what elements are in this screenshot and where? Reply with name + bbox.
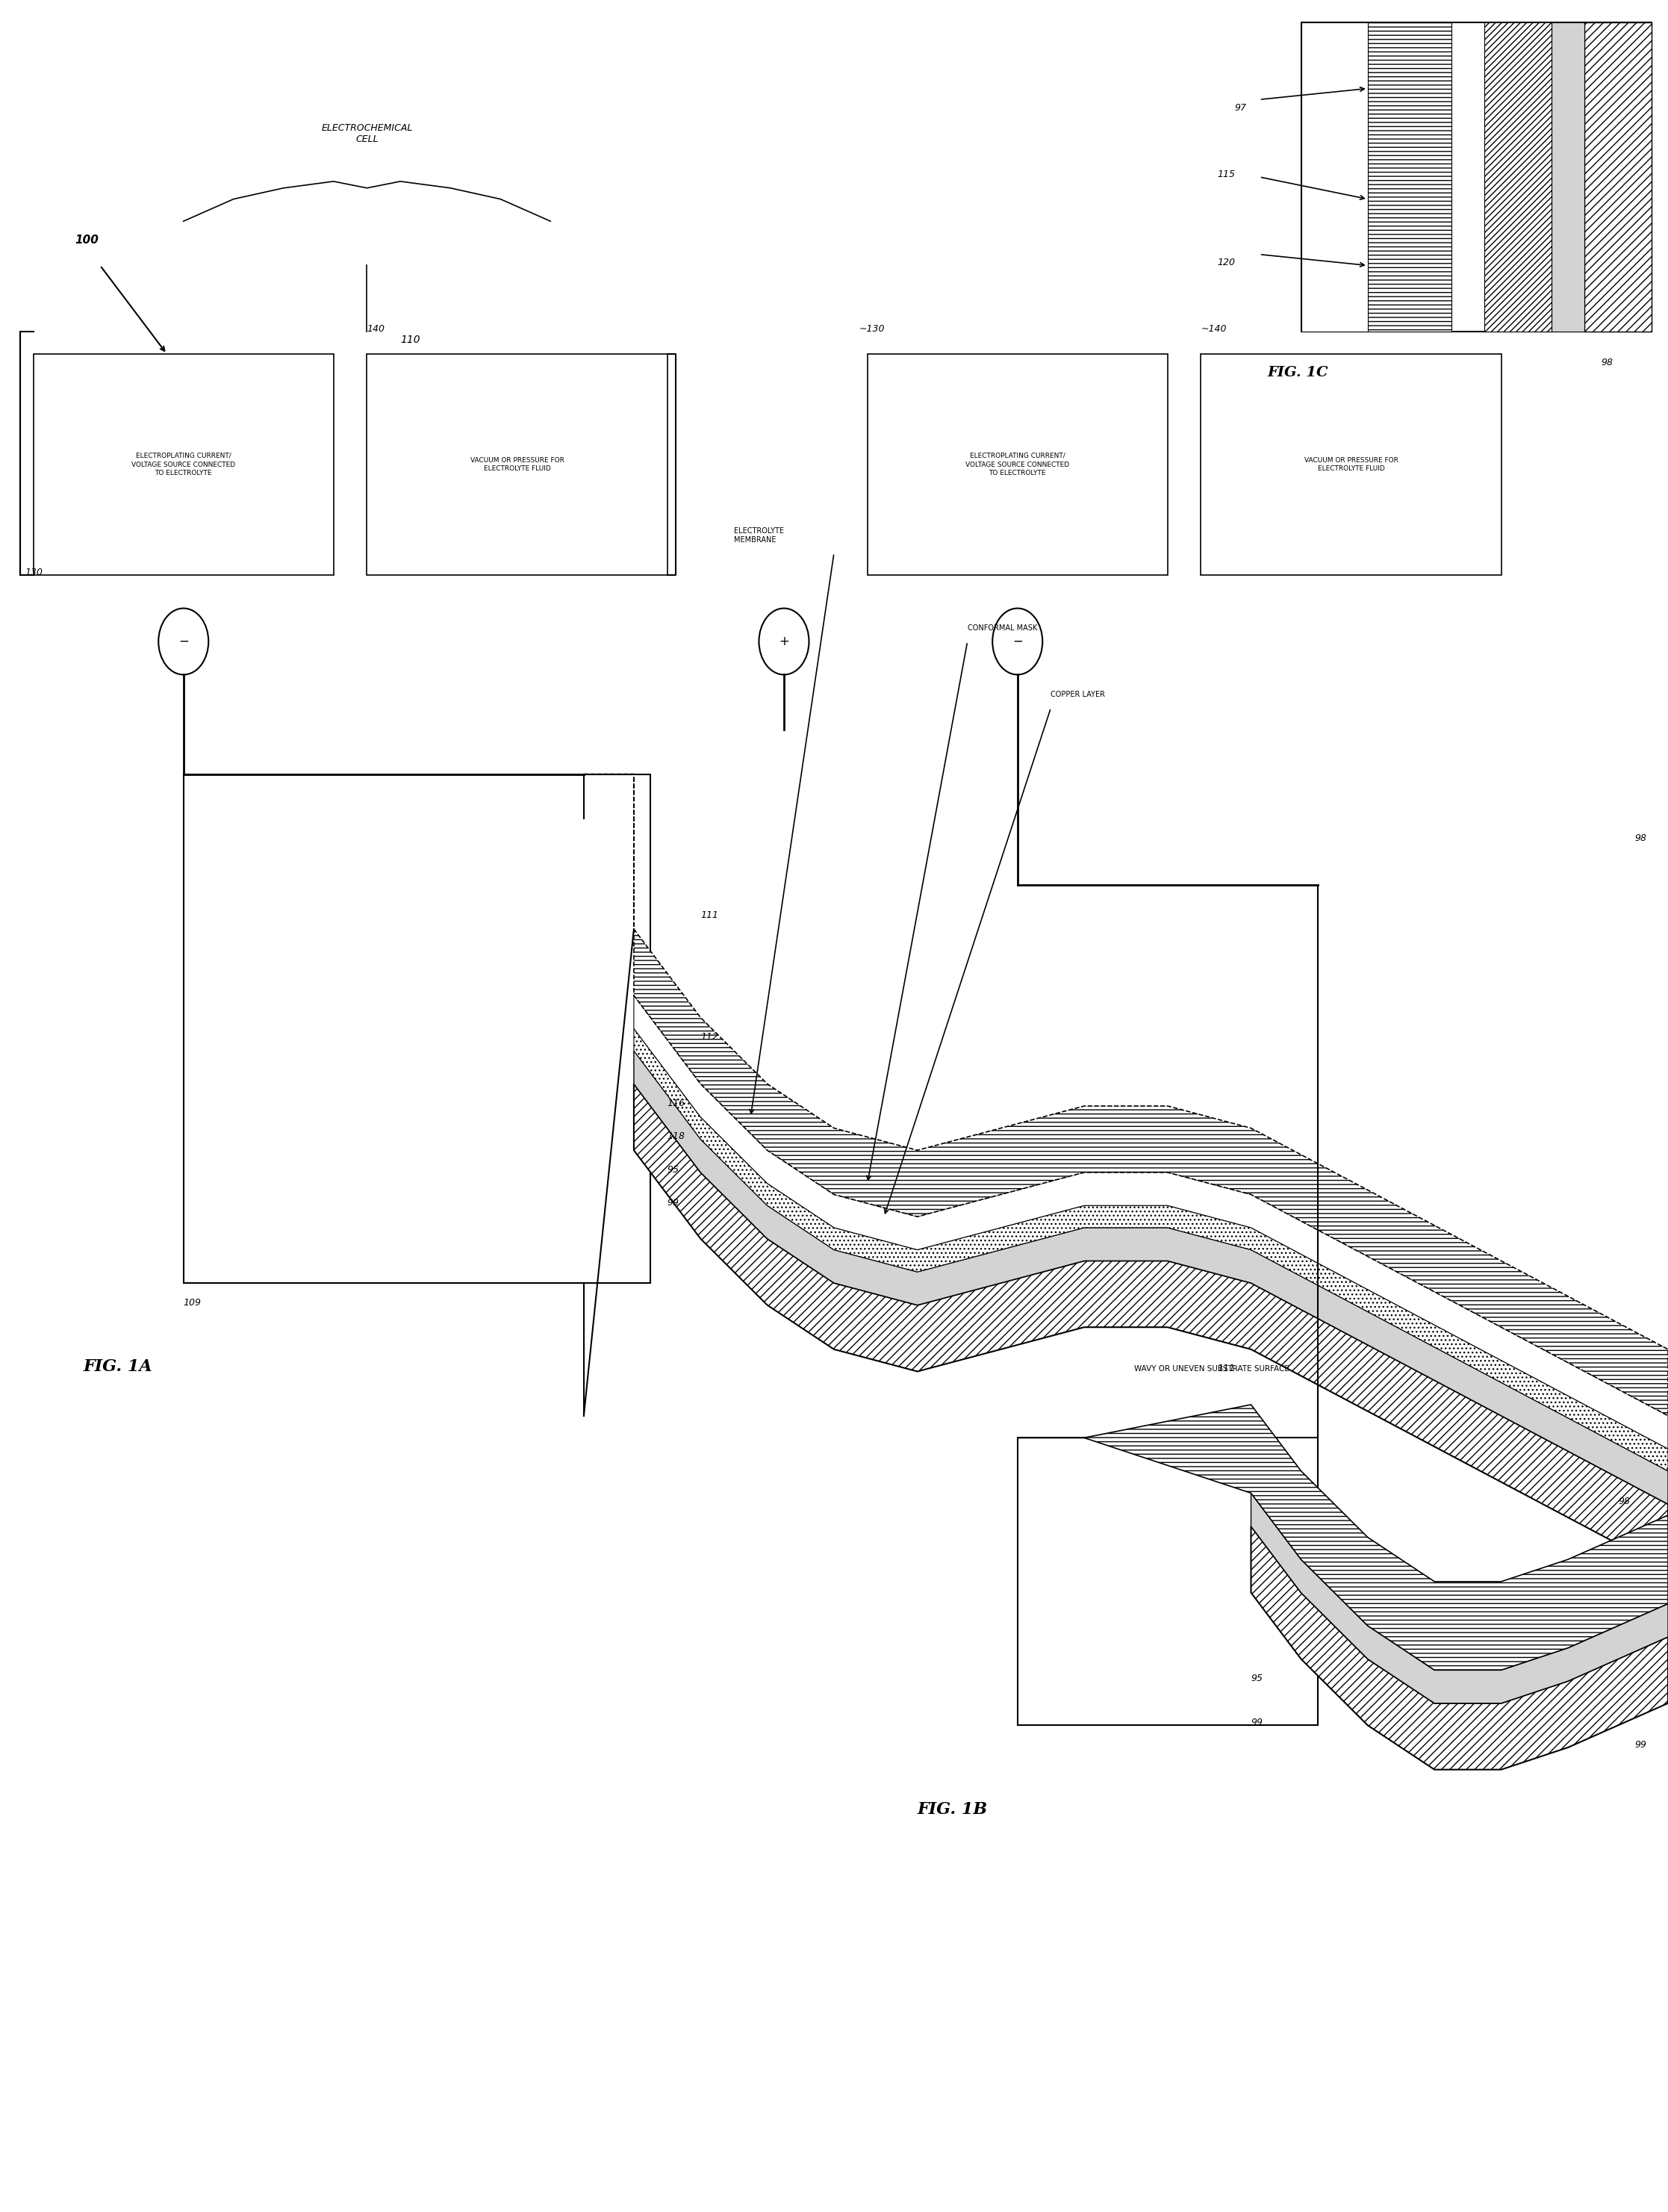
- Text: 140: 140: [367, 325, 385, 334]
- FancyBboxPatch shape: [867, 354, 1168, 575]
- FancyBboxPatch shape: [1551, 22, 1585, 332]
- Text: ELECTROPLATING CURRENT/
VOLTAGE SOURCE CONNECTED
TO ELECTROLYTE: ELECTROPLATING CURRENT/ VOLTAGE SOURCE C…: [132, 451, 235, 478]
- Text: 111: 111: [701, 911, 719, 920]
- Polygon shape: [634, 1051, 1668, 1504]
- Text: FIG. 1A: FIG. 1A: [83, 1358, 152, 1376]
- Text: 111: 111: [1218, 1365, 1236, 1374]
- Circle shape: [759, 608, 809, 675]
- Text: 112: 112: [701, 1033, 719, 1042]
- Polygon shape: [1251, 1526, 1668, 1770]
- Text: FIG. 1B: FIG. 1B: [917, 1801, 987, 1818]
- Circle shape: [992, 608, 1042, 675]
- FancyBboxPatch shape: [1301, 22, 1368, 332]
- FancyBboxPatch shape: [183, 774, 651, 1283]
- Text: 118: 118: [667, 1133, 686, 1141]
- Circle shape: [158, 608, 208, 675]
- Text: 130: 130: [25, 568, 43, 577]
- Polygon shape: [634, 995, 1668, 1449]
- Text: VACUUM OR PRESSURE FOR
ELECTROLYTE FLUID: VACUUM OR PRESSURE FOR ELECTROLYTE FLUID: [1304, 456, 1398, 473]
- Text: −: −: [178, 635, 188, 648]
- Text: 120: 120: [1218, 259, 1236, 268]
- Text: VACUUM OR PRESSURE FOR
ELECTROLYTE FLUID: VACUUM OR PRESSURE FOR ELECTROLYTE FLUID: [470, 456, 564, 473]
- Text: 100: 100: [75, 234, 98, 246]
- Polygon shape: [634, 1084, 1668, 1571]
- FancyBboxPatch shape: [1585, 22, 1651, 332]
- FancyBboxPatch shape: [1201, 354, 1501, 575]
- FancyBboxPatch shape: [1301, 22, 1651, 332]
- Text: −: −: [1012, 635, 1022, 648]
- Text: 99: 99: [1635, 1741, 1646, 1750]
- Text: 116: 116: [667, 1099, 686, 1108]
- Text: ELECTROPLATING CURRENT/
VOLTAGE SOURCE CONNECTED
TO ELECTROLYTE: ELECTROPLATING CURRENT/ VOLTAGE SOURCE C…: [966, 451, 1069, 478]
- Polygon shape: [1251, 1493, 1668, 1703]
- Text: 98: 98: [1635, 834, 1646, 843]
- Text: 95: 95: [1251, 1674, 1263, 1683]
- Text: 115: 115: [1218, 170, 1236, 179]
- FancyBboxPatch shape: [367, 354, 667, 575]
- Polygon shape: [584, 774, 1668, 1416]
- Text: WAVY OR UNEVEN SUBSTRATE SURFACE: WAVY OR UNEVEN SUBSTRATE SURFACE: [1134, 1365, 1289, 1374]
- Text: ELECTROLYTE
MEMBRANE: ELECTROLYTE MEMBRANE: [734, 526, 784, 544]
- Text: ~140: ~140: [1201, 325, 1226, 334]
- Text: 109: 109: [183, 1298, 202, 1307]
- Text: 99: 99: [667, 1199, 679, 1208]
- Text: 110: 110: [400, 334, 420, 345]
- Text: 97: 97: [1234, 104, 1246, 113]
- FancyBboxPatch shape: [33, 354, 334, 575]
- Polygon shape: [634, 1029, 1668, 1471]
- Text: +: +: [779, 635, 789, 648]
- Polygon shape: [1017, 1405, 1668, 1670]
- FancyBboxPatch shape: [1485, 22, 1551, 332]
- Text: FIG. 1C: FIG. 1C: [1268, 365, 1328, 378]
- FancyBboxPatch shape: [1368, 22, 1451, 332]
- Text: ~130: ~130: [859, 325, 884, 334]
- Text: CONFORMAL MASK: CONFORMAL MASK: [967, 624, 1037, 633]
- FancyBboxPatch shape: [1017, 1438, 1318, 1725]
- Text: 98: 98: [1618, 1498, 1630, 1506]
- Text: ELECTROCHEMICAL
CELL: ELECTROCHEMICAL CELL: [322, 124, 412, 144]
- Text: 99: 99: [1251, 1719, 1263, 1728]
- Text: COPPER LAYER: COPPER LAYER: [1051, 690, 1106, 699]
- Text: 95: 95: [667, 1166, 679, 1175]
- Text: 98: 98: [1601, 358, 1613, 367]
